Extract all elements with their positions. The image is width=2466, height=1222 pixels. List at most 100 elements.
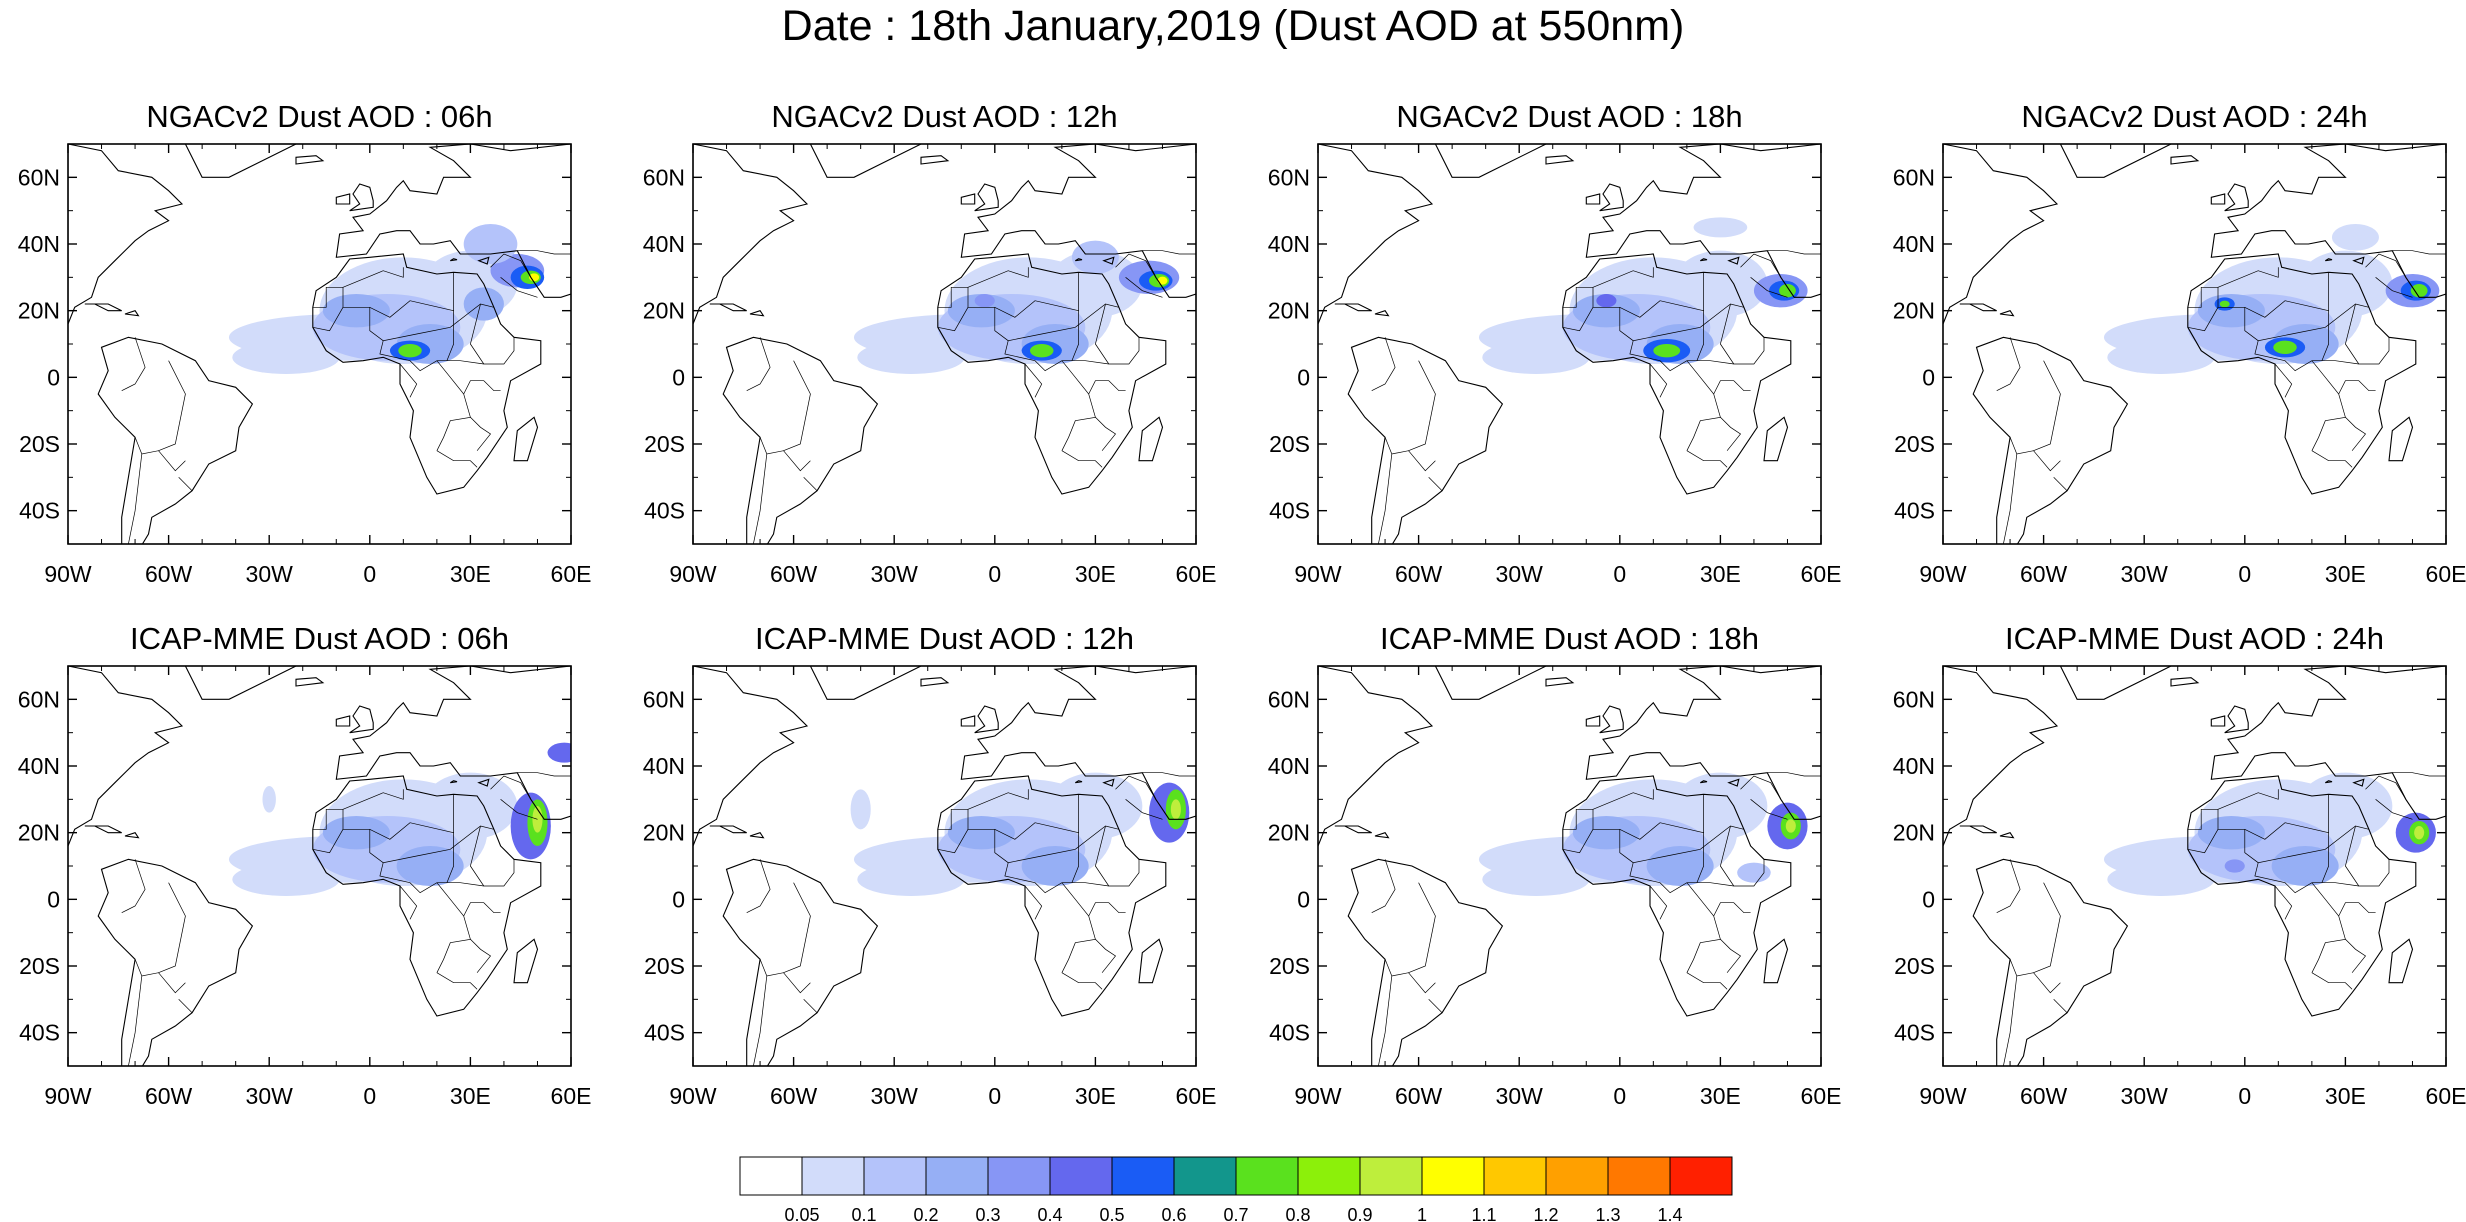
lat-tick-label: 20N [18, 820, 60, 846]
lat-tick-label: 60N [643, 164, 685, 190]
lat-tick-label: 60N [1268, 164, 1310, 190]
country-border [1720, 825, 1735, 887]
country-border [1061, 450, 1103, 468]
country-border [746, 337, 771, 392]
coastline [2170, 155, 2200, 165]
dust-aod-region [398, 344, 422, 358]
map-area [1318, 144, 1821, 544]
coastline [1585, 193, 1601, 205]
lat-tick-label: 60N [18, 686, 60, 712]
country-border [490, 253, 532, 278]
coastline [1138, 938, 1164, 984]
coastline [477, 778, 490, 787]
coastline [2388, 416, 2414, 462]
lat-tick-label: 0 [1922, 364, 1935, 390]
coastline [2224, 183, 2249, 212]
lat-tick-label: 20S [1269, 431, 1310, 457]
dust-aod-region [423, 772, 518, 840]
dust-aod-region [2271, 846, 2339, 886]
lon-tick-label: 90W [44, 561, 92, 587]
lat-tick-label: 20S [1894, 431, 1935, 457]
country-border [1750, 277, 1788, 298]
coastline [1075, 258, 1083, 262]
country-border [1408, 882, 1436, 974]
map-panel-1: NGACv2 Dust AOD : 06h 90W 60W 30W 0 30E 60E 60N… [18, 99, 592, 587]
country-border [1142, 250, 1196, 255]
coastline [2224, 705, 2249, 734]
coastline [124, 310, 140, 317]
country-border [1740, 253, 1782, 278]
colorbar-swatch [1421, 1156, 1485, 1196]
country-border [1629, 337, 1765, 372]
coastline [1972, 858, 2129, 1066]
lat-tick-label: 40N [643, 753, 685, 779]
country-border [1750, 799, 1788, 820]
lon-tick-label: 90W [44, 1083, 92, 1109]
coastline [1943, 144, 2059, 325]
country-border [1767, 772, 1821, 777]
coastline [920, 677, 950, 687]
coastline [1318, 144, 1434, 325]
lon-tick-label: 0 [2238, 1083, 2251, 1109]
dust-aod-region [1157, 276, 1168, 285]
dust-aod-region [1673, 250, 1768, 318]
country-border [1713, 380, 1751, 395]
country-border [1996, 859, 2021, 914]
country-border [312, 286, 343, 308]
colorbar-label: 0.6 [1161, 1205, 1186, 1222]
country-border [1592, 789, 1654, 810]
country-border [1428, 999, 1443, 1013]
colorbar-label: 1.1 [1471, 1205, 1496, 1222]
dust-aod-region [1673, 772, 1768, 840]
country-border [803, 477, 818, 491]
colorbar-swatch [739, 1156, 803, 1196]
country-border [1649, 885, 1668, 920]
coastline [1727, 778, 1740, 787]
dust-aod-region [262, 786, 276, 813]
colorbar-label: 0.05 [784, 1205, 819, 1222]
coastline [1599, 183, 1624, 212]
lat-tick-label: 20N [643, 298, 685, 324]
country-border [1713, 902, 1751, 917]
map-panel-4: NGACv2 Dust AOD : 24h 90W 60W 30W 0 30E 60E 60N… [1893, 99, 2466, 587]
country-border [1095, 303, 1110, 365]
coastline [1347, 336, 1504, 544]
lat-tick-label: 40N [1268, 231, 1310, 257]
lat-tick-label: 40N [1893, 753, 1935, 779]
colorbar-swatch [1235, 1156, 1299, 1196]
coastline [295, 677, 325, 687]
map-panel-2: NGACv2 Dust AOD : 12h 90W 60W 30W 0 30E 60E 60N… [643, 99, 1217, 587]
dust-aod-region [1596, 294, 1617, 308]
panel-title: NGACv2 Dust AOD : 12h [771, 99, 1117, 134]
country-border [2187, 307, 2219, 332]
coastline [2187, 253, 2417, 495]
dust-aod-region [2414, 826, 2425, 840]
colorbar-label: 0.5 [1099, 1205, 1124, 1222]
dust-aod-region [232, 862, 340, 896]
coastline [693, 144, 809, 325]
coastline [2170, 677, 2200, 687]
country-border [1384, 437, 1436, 472]
lon-tick-label: 30E [450, 1083, 491, 1109]
coastline [335, 193, 351, 205]
coastline [1545, 155, 1575, 165]
lat-tick-label: 20S [19, 953, 60, 979]
coastline [2352, 778, 2365, 787]
country-border [1767, 250, 1821, 255]
map-panel-6: ICAP-MME Dust AOD : 12h 90W 60W 30W 0 30E 60E 6… [643, 621, 1217, 1109]
coastline [84, 303, 122, 312]
country-border [1095, 939, 1117, 973]
dust-aod-region [2197, 816, 2265, 850]
coastline [1959, 303, 1997, 312]
coastline [920, 155, 950, 165]
coastline [1138, 416, 1164, 462]
coastline [749, 310, 765, 317]
dust-aod-region [2410, 284, 2428, 298]
coastline [709, 825, 747, 834]
panel-title: ICAP-MME Dust AOD : 06h [130, 621, 509, 656]
country-border [490, 775, 532, 800]
dust-aod-region [232, 340, 340, 375]
dust-aod-region [1071, 240, 1119, 274]
country-border [436, 450, 478, 468]
dust-aod-region [1693, 217, 1748, 238]
